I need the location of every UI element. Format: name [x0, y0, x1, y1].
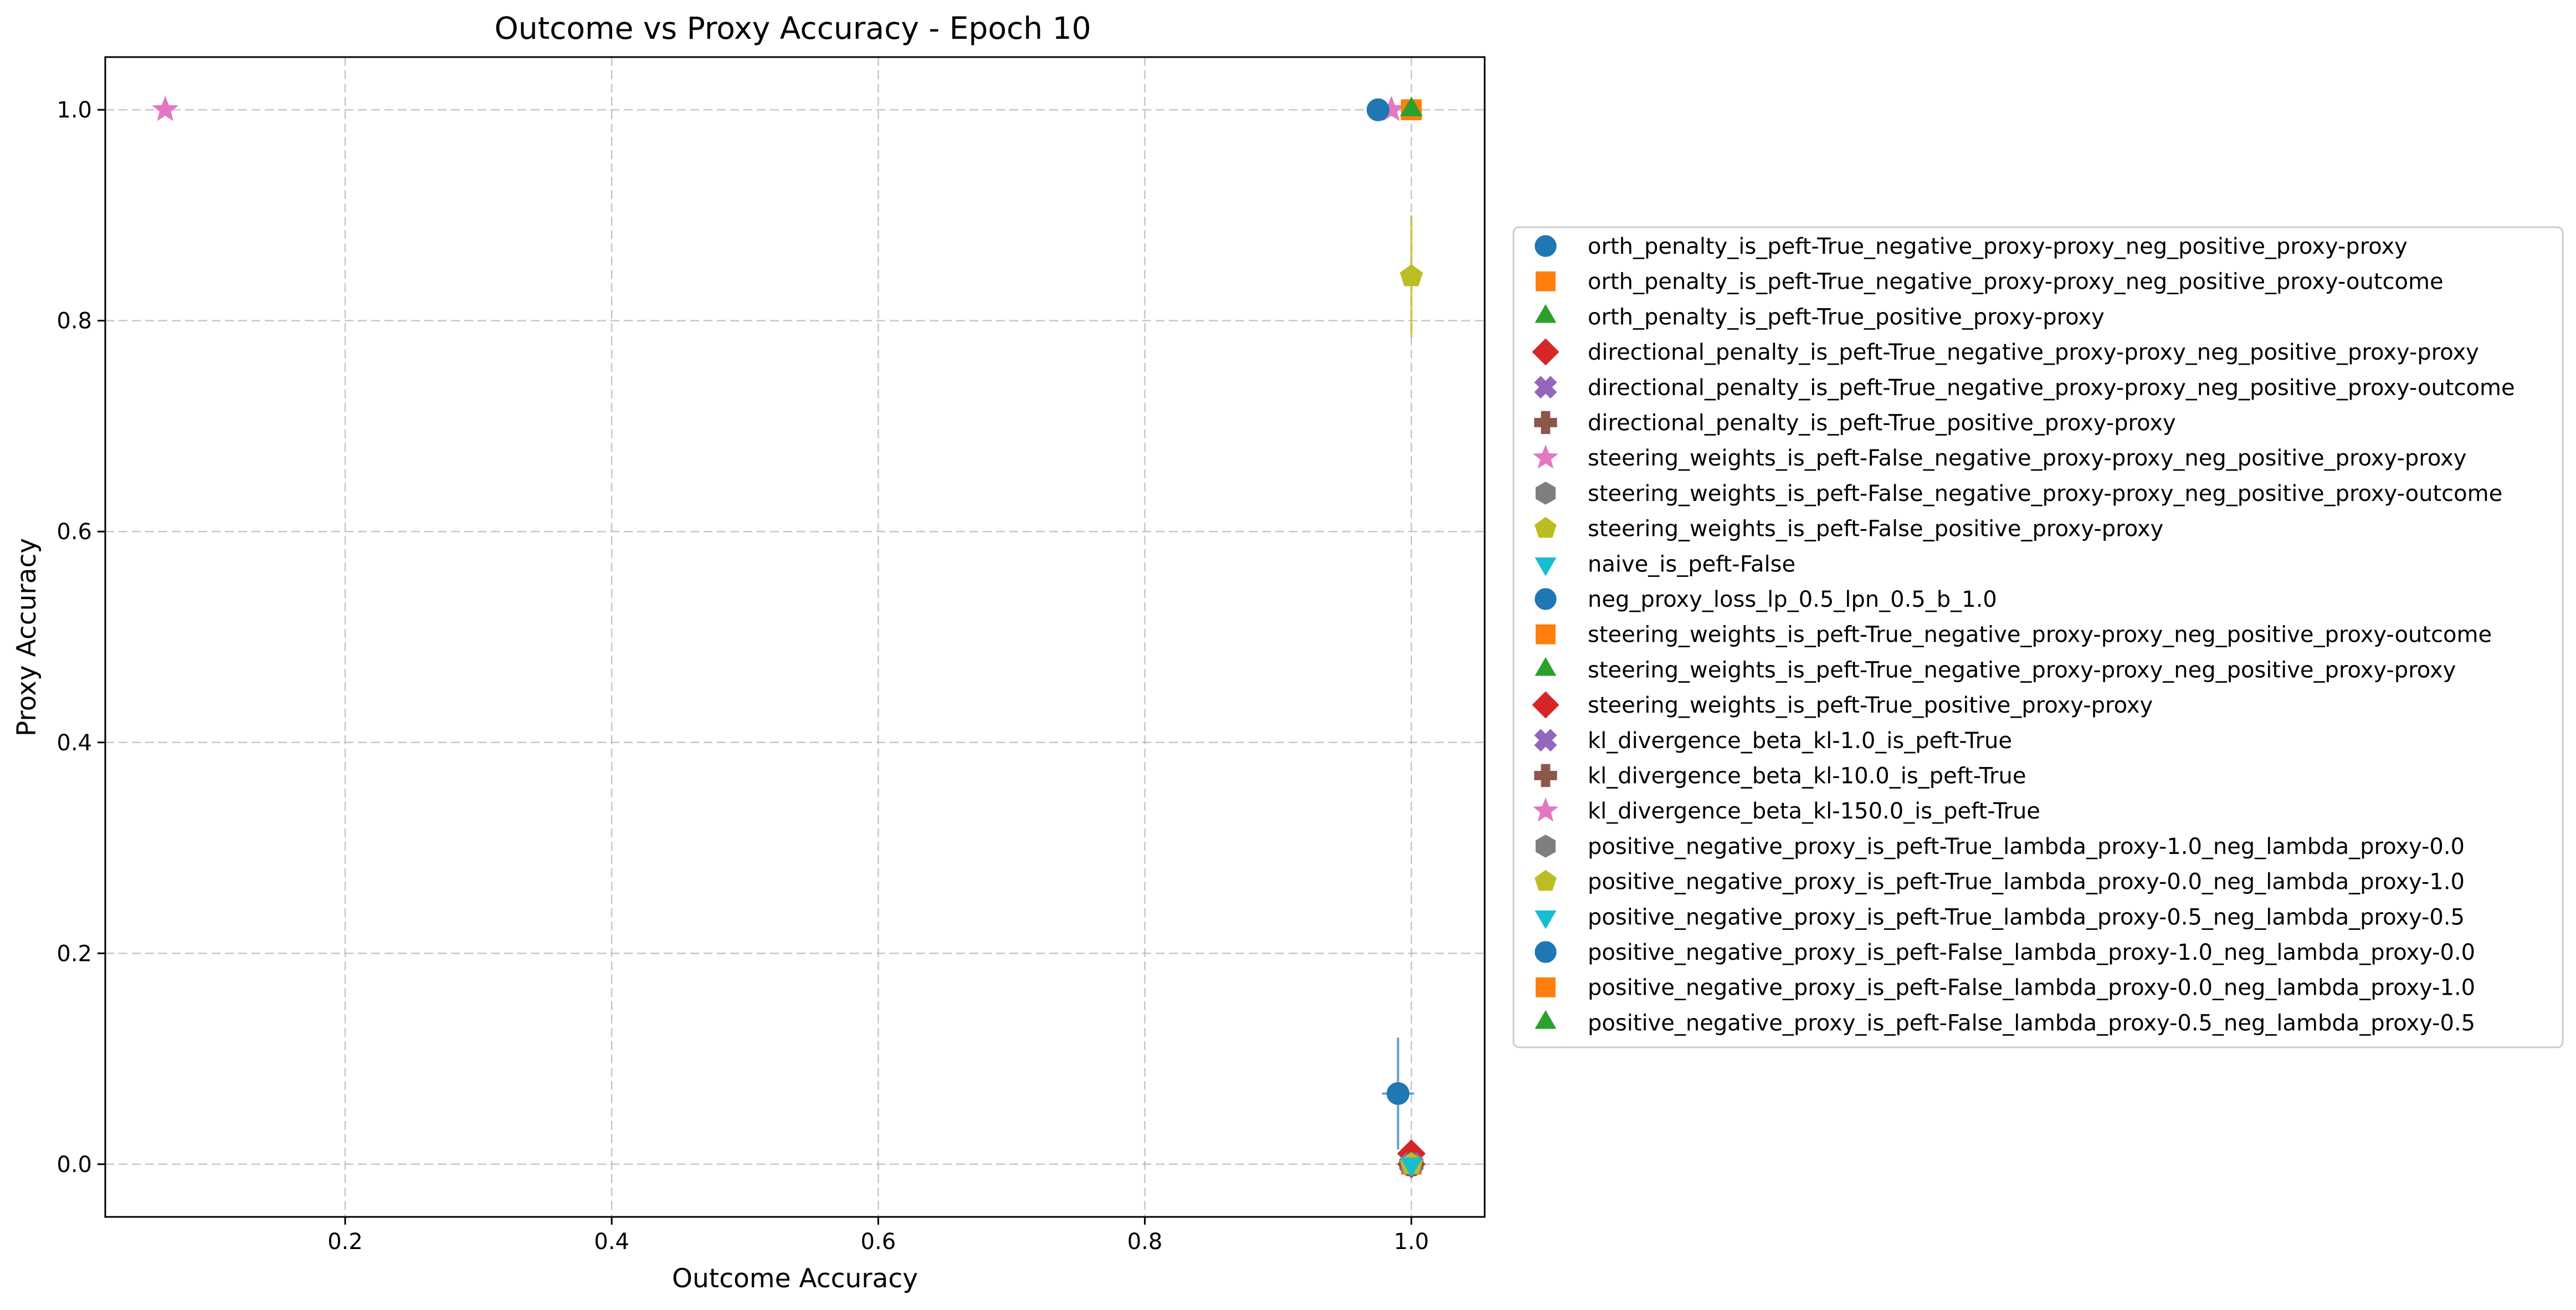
x-axis-label: Outcome Accuracy	[672, 1263, 918, 1294]
legend-entry-label: kl_divergence_beta_kl-1.0_is_peft-True	[1588, 728, 2012, 754]
legend-entry-label: steering_weights_is_peft-True_positive_p…	[1588, 693, 2153, 718]
y-axis-label: Proxy Accuracy	[12, 538, 42, 736]
legend-entry-label: directional_penalty_is_peft-True_positiv…	[1588, 411, 2176, 436]
legend-entry-label: kl_divergence_beta_kl-150.0_is_peft-True	[1588, 799, 2040, 824]
legend-marker	[1534, 764, 1557, 787]
data-point	[1399, 264, 1423, 286]
legend-marker	[1535, 835, 1556, 858]
legend-entry-label: neg_proxy_loss_lp_0.5_lpn_0.5_b_1.0	[1588, 587, 1997, 612]
legend-marker	[1535, 941, 1557, 963]
legend-marker	[1535, 557, 1557, 576]
legend-marker	[1532, 338, 1559, 366]
x-tick-label: 0.6	[861, 1229, 896, 1255]
legend-marker	[1535, 657, 1557, 676]
data-point	[1400, 1158, 1423, 1178]
legend-entry-label: kl_divergence_beta_kl-10.0_is_peft-True	[1588, 764, 2026, 789]
data-point	[152, 95, 179, 121]
legend-marker	[1535, 869, 1557, 891]
legend-entry-label: positive_negative_proxy_is_peft-False_la…	[1588, 1010, 2475, 1036]
legend-entry-label: orth_penalty_is_peft-True_negative_proxy…	[1588, 234, 2408, 259]
legend-marker	[1535, 516, 1557, 538]
y-tick-label: 0.6	[57, 519, 92, 545]
legend-entry-label: naive_is_peft-False	[1588, 551, 1795, 577]
plot-frame	[104, 56, 1486, 1218]
legend: orth_penalty_is_peft-True_negative_proxy…	[1512, 226, 2564, 1048]
legend-marker	[1535, 1010, 1557, 1029]
y-tick-label: 0.2	[57, 941, 92, 966]
y-tick-label: 0.8	[57, 309, 92, 334]
legend-entry-label: positive_negative_proxy_is_peft-False_la…	[1588, 975, 2475, 1001]
data-point	[1400, 96, 1423, 116]
legend-entry-label: steering_weights_is_peft-False_negative_…	[1588, 481, 2502, 506]
legend-entry-label: steering_weights_is_peft-True_negative_p…	[1588, 657, 2456, 683]
error-bars	[1382, 215, 1414, 1150]
legend-entry-label: orth_penalty_is_peft-True_positive_proxy…	[1588, 304, 2105, 330]
y-tick-label: 1.0	[57, 98, 92, 123]
legend-entry-label: steering_weights_is_peft-True_negative_p…	[1588, 622, 2492, 648]
legend-marker	[1535, 910, 1557, 929]
legend-entry-label: positive_negative_proxy_is_peft-False_la…	[1588, 940, 2475, 965]
x-tick-label: 0.4	[594, 1229, 629, 1255]
data-point	[1366, 98, 1390, 121]
legend-entry-label: positive_negative_proxy_is_peft-True_lam…	[1588, 904, 2465, 930]
axis-ticks: 0.2 0.4 0.6 0.8 1.0 0.0 0.2 0.4 0.6 0.8 1.0	[57, 98, 1429, 1255]
grid-layer	[105, 57, 1485, 1217]
y-tick-label: 0.0	[57, 1152, 92, 1178]
data-point	[1387, 1082, 1410, 1105]
legend-marker	[1535, 304, 1557, 323]
legend-frame	[1512, 226, 2564, 1048]
legend-entry-label: directional_penalty_is_peft-True_negativ…	[1588, 375, 2515, 401]
chart-title: Outcome vs Proxy Accuracy - Epoch 10	[494, 11, 1091, 46]
y-tick-label: 0.4	[57, 730, 92, 756]
legend-entry-label: directional_penalty_is_peft-True_negativ…	[1588, 340, 2479, 365]
x-tick-label: 1.0	[1394, 1229, 1429, 1255]
legend-marker	[1535, 588, 1557, 610]
legend-marker	[1534, 411, 1557, 434]
legend-marker	[1532, 691, 1559, 719]
x-tick-label: 0.8	[1127, 1229, 1163, 1255]
legend-marker	[1533, 797, 1558, 822]
legend-marker	[1536, 977, 1556, 997]
legend-marker	[1534, 376, 1557, 399]
legend-marker	[1536, 624, 1556, 644]
legend-marker	[1535, 235, 1557, 257]
legend-marker	[1534, 729, 1557, 752]
legend-entry-label: positive_negative_proxy_is_peft-True_lam…	[1588, 869, 2465, 895]
legend-entry-label: steering_weights_is_peft-False_positive_…	[1588, 516, 2163, 542]
legend-entry-label: steering_weights_is_peft-False_negative_…	[1588, 446, 2466, 471]
x-tick-label: 0.2	[327, 1229, 363, 1255]
legend-marker	[1535, 482, 1556, 505]
legend-marker	[1536, 271, 1556, 291]
legend-entry-label: positive_negative_proxy_is_peft-True_lam…	[1588, 834, 2465, 859]
legend-marker	[1533, 444, 1558, 469]
legend-entry-label: orth_penalty_is_peft-True_negative_proxy…	[1588, 269, 2444, 295]
data-points	[152, 95, 1426, 1179]
